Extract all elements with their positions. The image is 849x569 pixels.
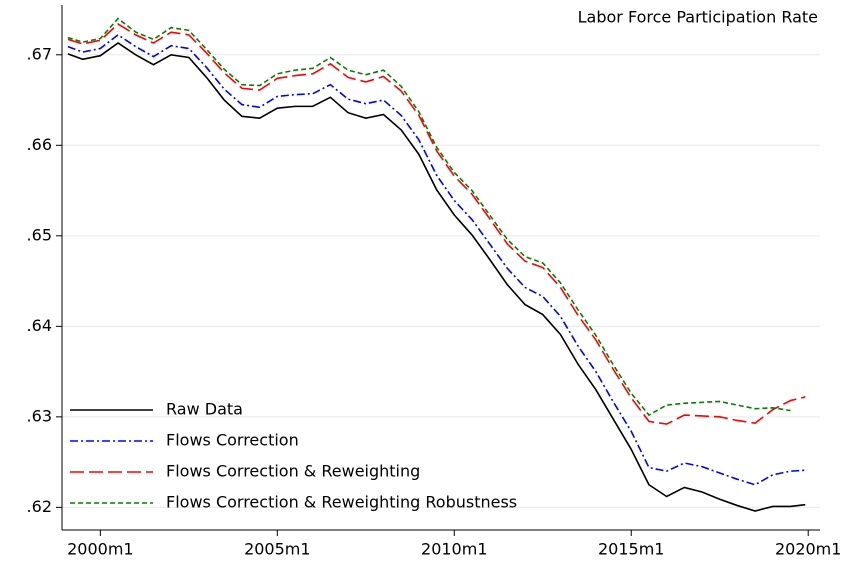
legend-label: Flows Correction & Reweighting Robustnes… [166, 493, 517, 512]
series-line [67, 33, 806, 486]
y-tick-label: .63 [27, 406, 52, 425]
legend-label: Flows Correction [166, 431, 299, 450]
x-tick-label: 2020m1 [775, 540, 841, 559]
series-line [67, 23, 806, 425]
x-tick-label: 2000m1 [67, 540, 133, 559]
x-tick-label: 2015m1 [598, 540, 664, 559]
series-line [67, 17, 791, 417]
y-tick-label: .65 [27, 225, 52, 244]
y-tick-label: .64 [27, 316, 52, 335]
y-tick-label: .67 [27, 44, 52, 63]
series-line [67, 42, 806, 512]
legend-label: Flows Correction & Reweighting [166, 462, 420, 481]
chart-title: Labor Force Participation Rate [578, 8, 818, 27]
x-tick-label: 2010m1 [421, 540, 487, 559]
legend-label: Raw Data [166, 400, 243, 419]
y-tick-label: .66 [27, 135, 52, 154]
x-tick-label: 2005m1 [244, 540, 310, 559]
y-tick-label: .62 [27, 497, 52, 516]
